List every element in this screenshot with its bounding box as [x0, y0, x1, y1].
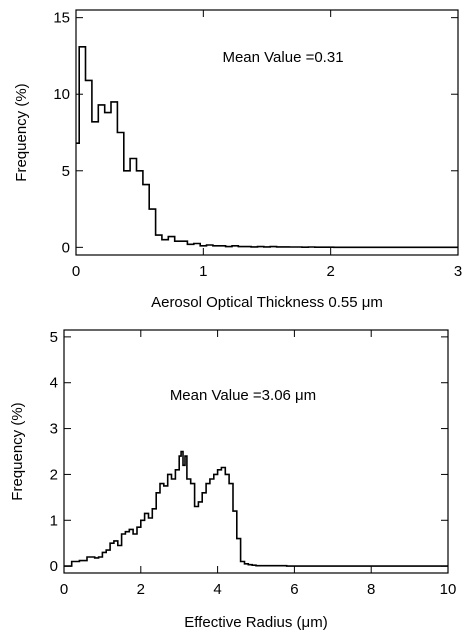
aod-histogram-line: [76, 45, 458, 249]
aod-x-tick-label: 1: [199, 263, 207, 280]
reff-x-axis-title: Effective Radius (μm): [184, 614, 327, 631]
effective-radius-histogram-panel: 0 2 4 6 8 10 0 1 2 3 4 5 Mean Value =3.06 μm Effectiv…: [9, 329, 456, 631]
aod-y-tick-label: 0: [62, 239, 70, 256]
reff-plot-frame: [63, 329, 449, 574]
aod-x-tick-label: 3: [454, 263, 462, 280]
aod-x-tick-label: 0: [72, 263, 80, 280]
aod-histogram-panel: 0 1 2 3 0 5 10 15 Mean Value =0.31 Aerosol Optica…: [13, 9, 462, 311]
reff-x-tick-label: 6: [290, 581, 298, 598]
reff-x-tick-label: 2: [137, 581, 145, 598]
aod-x-tick-label: 2: [326, 263, 334, 280]
aod-y-axis-title: Frequency (%): [13, 83, 30, 181]
reff-x-tick-label: 0: [60, 581, 68, 598]
reff-histogram-line: [64, 450, 448, 567]
reff-y-tick-label: 4: [50, 375, 58, 392]
aod-x-axis-title: Aerosol Optical Thickness 0.55 μm: [151, 294, 383, 311]
aod-y-tick-label: 10: [53, 86, 70, 103]
reff-x-tick-label: 4: [213, 581, 221, 598]
reff-y-tick-label: 5: [50, 329, 58, 346]
aod-y-tick-label: 15: [53, 10, 70, 27]
reff-x-tick-label: 8: [367, 581, 375, 598]
reff-y-tick-label: 0: [50, 558, 58, 575]
reff-x-tick-label: 10: [440, 581, 457, 598]
reff-y-tick-label: 2: [50, 466, 58, 483]
reff-y-tick-label: 3: [50, 421, 58, 438]
aod-mean-annotation: Mean Value =0.31: [222, 49, 343, 66]
aod-y-tick-label: 5: [62, 163, 70, 180]
reff-mean-annotation: Mean Value =3.06 μm: [170, 387, 316, 404]
aod-plot-frame: [75, 9, 459, 256]
reff-y-axis-title: Frequency (%): [9, 402, 26, 500]
reff-y-tick-label: 1: [50, 512, 58, 529]
